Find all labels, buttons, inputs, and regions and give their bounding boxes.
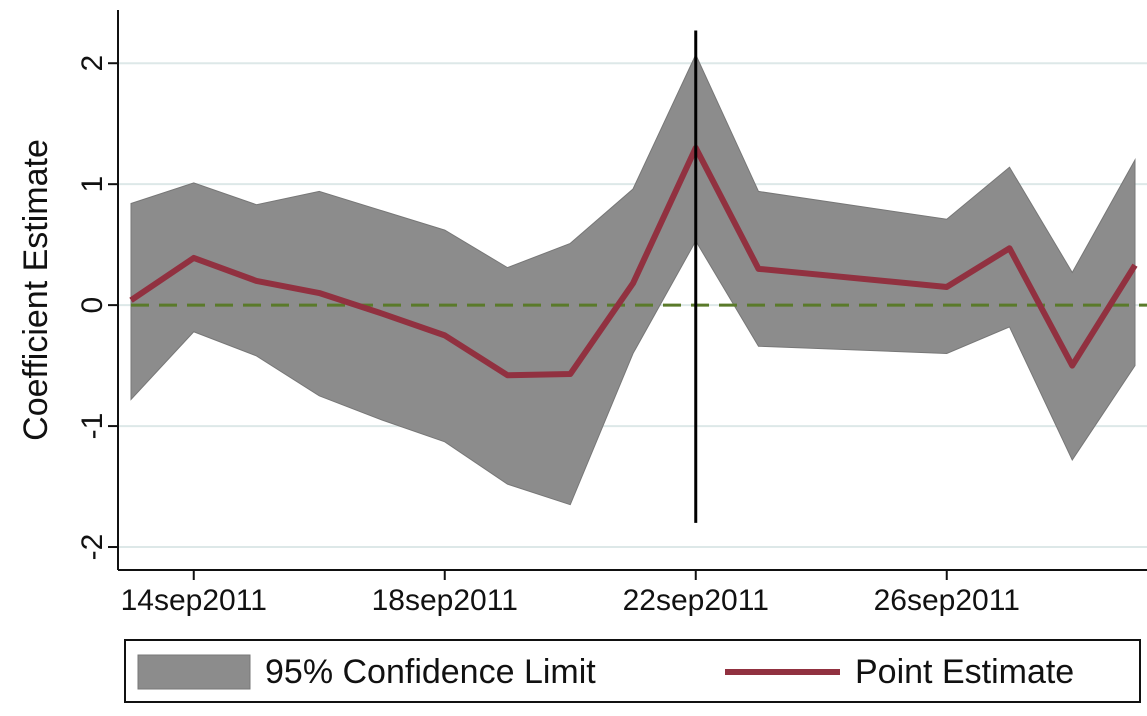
legend-label: Point Estimate bbox=[855, 653, 1074, 691]
x-tick-label: 18sep2011 bbox=[372, 584, 518, 617]
y-tick-label: 0 bbox=[76, 297, 109, 314]
y-axis-label: Coefficient Estimate bbox=[17, 139, 55, 441]
legend-swatch bbox=[137, 654, 251, 690]
y-tick-label: -1 bbox=[76, 413, 109, 440]
legend-label: 95% Confidence Limit bbox=[265, 653, 596, 691]
point-estimate-line bbox=[129, 144, 1138, 379]
y-tick-label: -2 bbox=[76, 534, 109, 561]
x-tick-label: 26sep2011 bbox=[874, 584, 1020, 617]
y-tick-label: 2 bbox=[76, 55, 109, 72]
x-tick-label: 22sep2011 bbox=[623, 584, 769, 617]
y-tick-label: 1 bbox=[76, 176, 109, 193]
x-tick-label: 14sep2011 bbox=[121, 584, 267, 617]
legend-box bbox=[124, 639, 1141, 703]
